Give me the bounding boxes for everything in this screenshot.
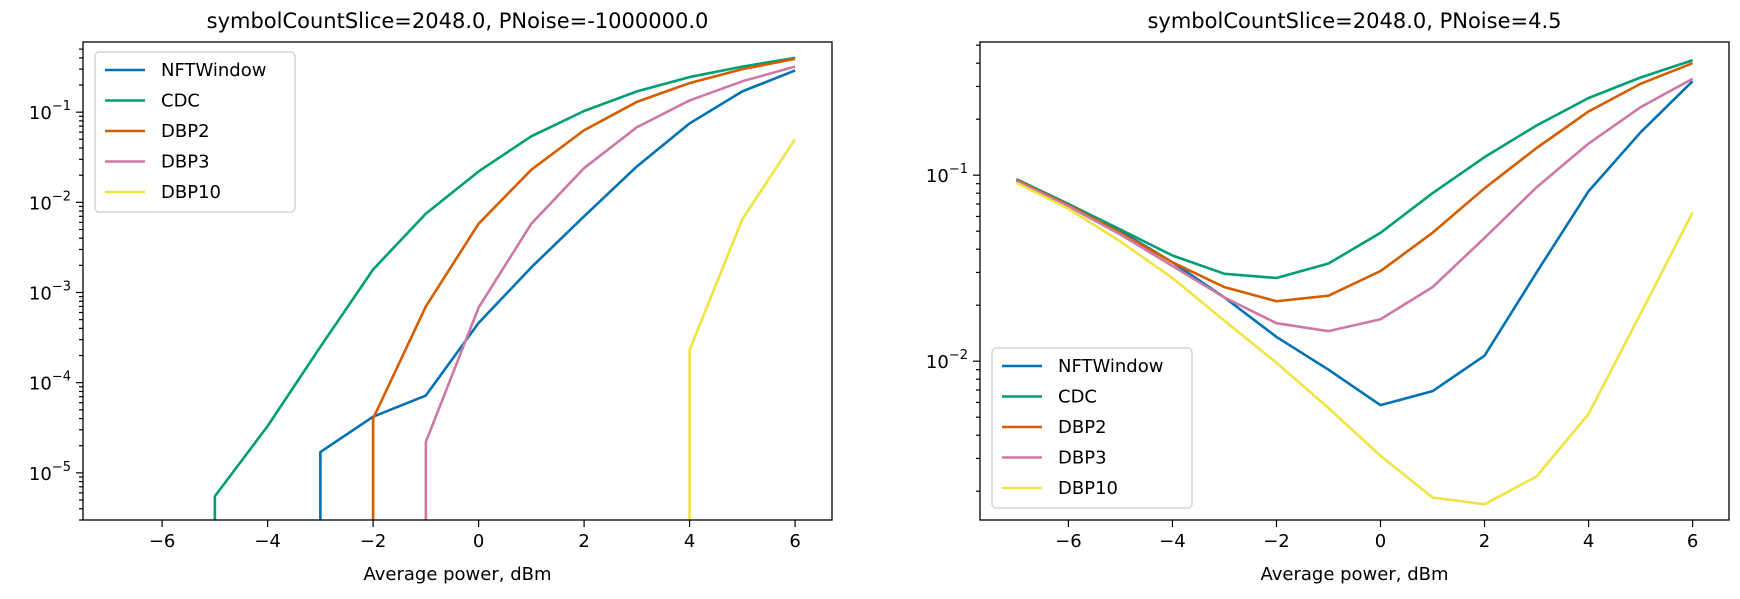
legend-label-dbp3: DBP3 — [1058, 448, 1107, 469]
legend-label-cdc: CDC — [1058, 387, 1097, 408]
legend-label-dbp2: DBP2 — [1058, 417, 1107, 438]
x-tick-label: 0 — [473, 531, 484, 552]
legend-label-cdc: CDC — [161, 91, 200, 112]
series-line-cdc — [1015, 58, 1694, 280]
legend-label-nftwindow: NFTWindow — [161, 60, 266, 81]
legend-box — [991, 347, 1193, 509]
series-line-dbp3 — [1015, 77, 1694, 333]
series-line-dbp10 — [688, 138, 797, 520]
x-tick-label: −2 — [360, 531, 387, 552]
series-group — [213, 56, 797, 520]
right-plot: symbolCountSlice=2048.0, PNoise=4.5 −6 −4 −… — [926, 9, 1730, 585]
x-axis-label: Average power, dBm — [363, 564, 551, 585]
x-tick-label: 4 — [684, 531, 695, 552]
legend-label-dbp3: DBP3 — [161, 152, 210, 173]
x-tick-label: −2 — [1263, 531, 1290, 552]
series-line-nftwindow — [319, 69, 796, 520]
chart-title: symbolCountSlice=2048.0, PNoise=-1000000… — [207, 9, 709, 33]
series-line-dbp3 — [424, 65, 796, 520]
y-tick-label: 10−4 — [29, 370, 71, 395]
series-line-dbp2 — [371, 57, 796, 520]
x-tick-label: 0 — [1375, 531, 1386, 552]
legend-label-dbp10: DBP10 — [161, 182, 221, 203]
legend: NFTWindow CDC DBP2 DBP3 DBP10 — [94, 51, 296, 213]
x-tick-label: 2 — [1479, 531, 1490, 552]
x-tick-label: 6 — [1687, 531, 1698, 552]
legend-label-dbp10: DBP10 — [1058, 478, 1118, 499]
y-tick-label: 10−1 — [926, 162, 968, 187]
y-tick-label: 10−1 — [29, 99, 71, 124]
x-axis-label: Average power, dBm — [1260, 564, 1448, 585]
legend-label-nftwindow: NFTWindow — [1058, 356, 1163, 377]
x-tick-label: −4 — [254, 531, 281, 552]
plot-frame — [82, 41, 833, 521]
legend: NFTWindow CDC DBP2 DBP3 DBP10 — [991, 347, 1193, 509]
y-tick-label: 10−5 — [29, 460, 71, 485]
y-tick-label: 10−3 — [29, 280, 71, 305]
left-plot: symbolCountSlice=2048.0, PNoise=-1000000… — [29, 9, 833, 585]
y-tick-label: 10−2 — [29, 189, 71, 214]
legend-box — [94, 51, 296, 213]
x-tick-label: 6 — [789, 531, 800, 552]
x-tick-label: −4 — [1159, 531, 1186, 552]
legend-label-dbp2: DBP2 — [161, 121, 210, 142]
x-tick-label: 4 — [1583, 531, 1594, 552]
plot-frame — [979, 41, 1730, 521]
series-line-dbp10 — [1015, 181, 1694, 506]
series-group — [1015, 58, 1694, 506]
chart-title: symbolCountSlice=2048.0, PNoise=4.5 — [1147, 9, 1561, 33]
x-tick-label: 2 — [578, 531, 589, 552]
series-line-cdc — [213, 56, 796, 520]
x-tick-label: −6 — [149, 531, 176, 552]
series-line-dbp2 — [1015, 61, 1694, 303]
x-tick-label: −6 — [1055, 531, 1082, 552]
y-tick-label: 10−2 — [926, 348, 968, 373]
